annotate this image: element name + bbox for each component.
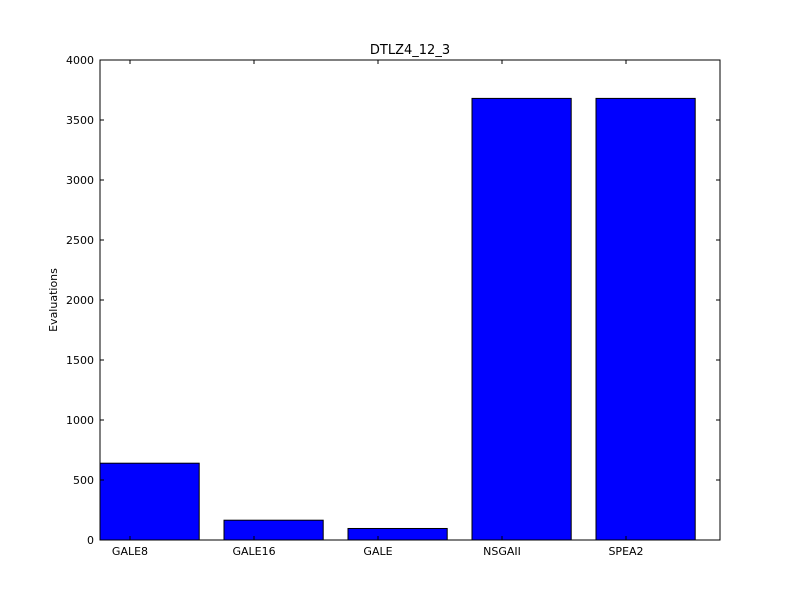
y-tick-label: 1000 xyxy=(66,414,94,427)
y-tick-label: 4000 xyxy=(66,54,94,67)
y-tick-label: 1500 xyxy=(66,354,94,367)
bar-gale xyxy=(347,527,448,541)
bar-nsgaii xyxy=(471,97,572,541)
y-tick-label: 2500 xyxy=(66,234,94,247)
bars-group xyxy=(99,97,696,541)
y-tick-label: 2000 xyxy=(66,294,94,307)
x-axis: GALE8 GALE16 GALE NSGAII SPEA2 xyxy=(112,60,644,558)
chart-title: DTLZ4_12_3 xyxy=(370,43,450,58)
y-axis-label: Evaluations xyxy=(47,268,60,332)
bar-gale16 xyxy=(223,519,324,541)
x-tick-label: GALE xyxy=(363,545,392,558)
bar-spea2 xyxy=(595,97,696,541)
y-tick-label: 3000 xyxy=(66,174,94,187)
x-tick-label: GALE8 xyxy=(112,545,148,558)
y-tick-label: 3500 xyxy=(66,114,94,127)
x-tick-label: SPEA2 xyxy=(608,545,643,558)
y-tick-label: 500 xyxy=(73,474,94,487)
bar-gale8 xyxy=(99,462,200,541)
x-tick-label: GALE16 xyxy=(232,545,275,558)
y-tick-label: 0 xyxy=(87,534,94,547)
y-axis: 0 500 1000 1500 2000 2500 3000 3500 4000 xyxy=(66,54,720,547)
x-tick-label: NSGAII xyxy=(483,545,521,558)
